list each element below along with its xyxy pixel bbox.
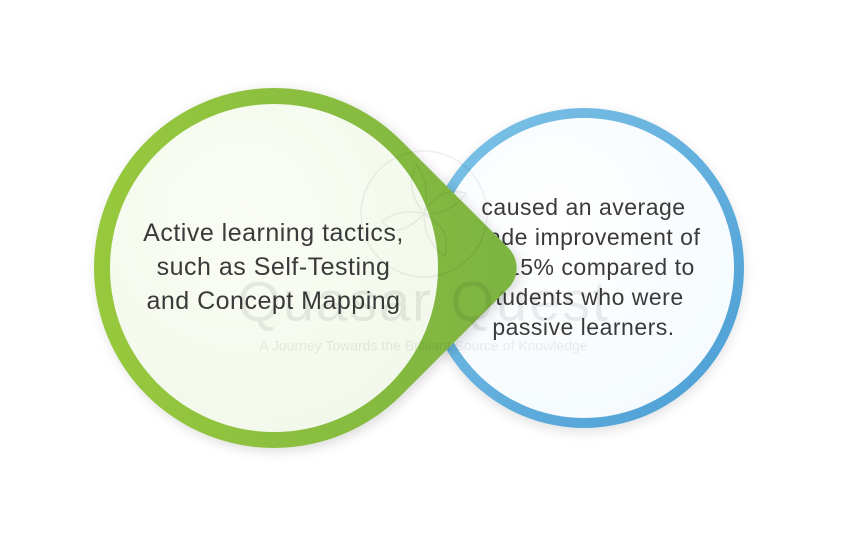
left-bubble-text: Active learning tactics, such as Self-Te…: [140, 217, 408, 318]
two-bubble-diagram: caused an average grade improvement of 1…: [94, 88, 754, 448]
left-bubble: Active learning tactics, such as Self-Te…: [94, 88, 454, 448]
left-bubble-fill: Active learning tactics, such as Self-Te…: [110, 104, 438, 432]
